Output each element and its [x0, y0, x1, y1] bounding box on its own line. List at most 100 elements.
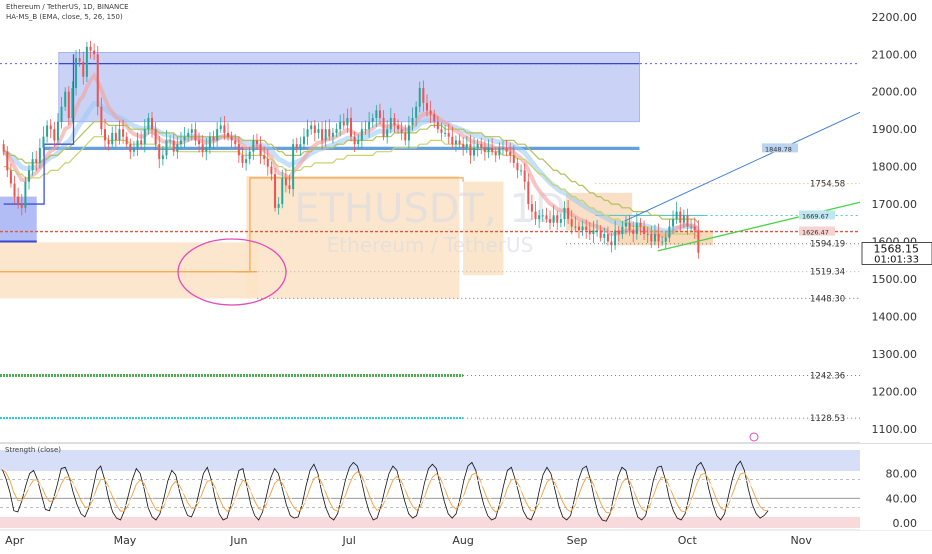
candle-body: [436, 121, 439, 130]
candle: [549, 210, 552, 230]
demand-zone-orange-right: [463, 181, 504, 276]
candle: [125, 132, 128, 149]
last-price-label: 1568.15: [874, 242, 920, 255]
candle: [404, 124, 407, 146]
candle: [111, 126, 114, 148]
candle-body: [458, 140, 461, 145]
candle-body: [255, 140, 258, 145]
candle: [382, 110, 385, 141]
candle: [71, 81, 74, 123]
candle-body: [686, 215, 689, 227]
candle-body: [353, 136, 356, 145]
candle-body: [9, 170, 12, 184]
candle: [400, 122, 403, 141]
level-label-1754-58: 1754.58: [810, 180, 845, 190]
candle-body: [632, 230, 635, 235]
candle: [230, 131, 233, 148]
candle: [194, 122, 197, 146]
level-label-1128-53: 1128.53: [810, 414, 845, 424]
candle: [346, 108, 349, 133]
candle: [657, 223, 660, 249]
candle-body: [237, 144, 240, 156]
candle-body: [509, 151, 512, 156]
candle-body: [516, 162, 519, 171]
candle: [552, 205, 555, 227]
candle: [324, 120, 327, 147]
candle: [237, 136, 240, 163]
candle: [545, 207, 548, 223]
candle: [599, 225, 602, 242]
candle-body: [187, 132, 190, 137]
candle-body: [483, 147, 486, 152]
candle-body: [389, 117, 392, 130]
candle-body: [610, 241, 613, 246]
candle: [201, 135, 204, 158]
candle-body: [628, 222, 631, 231]
candle: [82, 51, 85, 85]
candle: [368, 111, 371, 138]
candle-body: [93, 50, 96, 55]
candle: [639, 217, 642, 236]
candle-body: [208, 136, 211, 148]
orange-step-line: [235, 177, 464, 273]
candle: [176, 136, 179, 159]
candle-body: [56, 121, 59, 141]
candle: [541, 208, 544, 222]
candle-body: [693, 226, 696, 231]
candle: [360, 121, 363, 149]
candle: [281, 169, 284, 209]
candle: [234, 134, 237, 149]
candle: [208, 131, 211, 154]
candle: [60, 96, 63, 129]
candle-body: [411, 117, 414, 126]
candle: [93, 43, 96, 60]
candle: [454, 135, 457, 152]
candle-body: [103, 129, 106, 141]
candle-body: [624, 222, 627, 227]
candle: [227, 122, 229, 141]
candle-body: [299, 144, 302, 148]
candle: [646, 226, 649, 244]
strength-line: [1, 460, 769, 522]
candle: [56, 113, 59, 145]
candle-body: [473, 147, 476, 156]
candle: [371, 113, 374, 128]
candle-body: [288, 185, 291, 190]
candle: [165, 129, 168, 160]
candle-body: [107, 140, 110, 145]
candle-body: [364, 129, 367, 131]
candle-body: [653, 234, 656, 242]
candle-body: [198, 140, 201, 145]
candle-body: [161, 155, 164, 160]
candle: [292, 138, 295, 197]
candle: [13, 175, 16, 204]
candle-body: [668, 226, 671, 238]
candle-body: [577, 226, 580, 231]
candle-body: [100, 106, 103, 130]
candle-body: [501, 147, 504, 149]
candle-body: [378, 110, 381, 118]
candle-body: [672, 219, 675, 227]
candle: [161, 146, 164, 166]
candle: [147, 113, 150, 135]
x-tick-label: Nov: [790, 534, 812, 547]
candle-body: [675, 211, 678, 220]
candle-body: [179, 140, 182, 145]
candle: [429, 100, 432, 124]
candle-body: [603, 234, 606, 238]
candle: [433, 109, 436, 129]
candle: [397, 119, 400, 134]
candle: [592, 220, 595, 244]
candle: [588, 222, 591, 241]
candle: [494, 147, 497, 163]
candle: [635, 212, 638, 240]
candle-body: [292, 144, 295, 190]
candle: [328, 119, 331, 141]
candle-body: [400, 129, 403, 133]
candle: [447, 123, 450, 144]
candle-body: [302, 136, 305, 145]
candle-body: [407, 125, 410, 141]
candle-body: [480, 144, 483, 148]
